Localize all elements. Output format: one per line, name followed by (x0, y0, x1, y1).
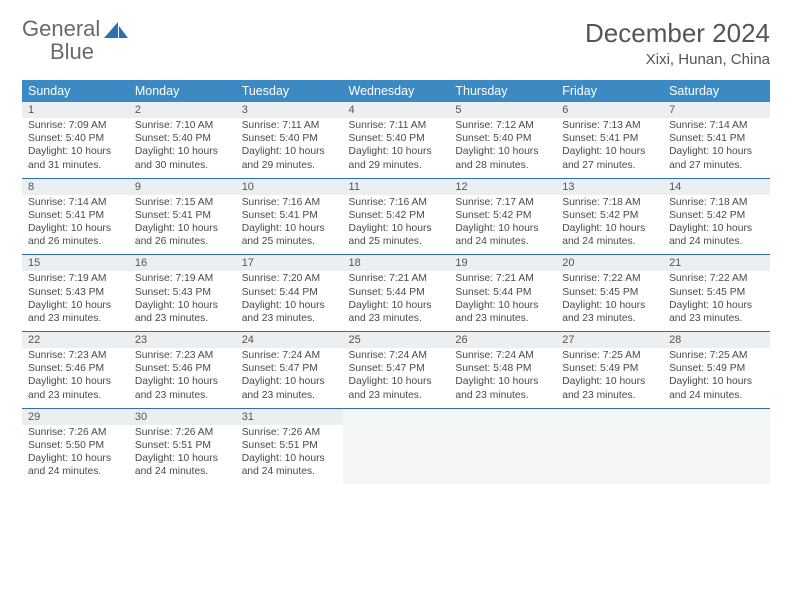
logo-text-general: General (22, 16, 100, 41)
day-info-cell: Sunrise: 7:25 AMSunset: 5:49 PMDaylight:… (663, 348, 770, 408)
day-info-row: Sunrise: 7:23 AMSunset: 5:46 PMDaylight:… (22, 348, 770, 408)
day-number-cell (556, 408, 663, 425)
day-info-cell: Sunrise: 7:25 AMSunset: 5:49 PMDaylight:… (556, 348, 663, 408)
day-info-row: Sunrise: 7:19 AMSunset: 5:43 PMDaylight:… (22, 271, 770, 331)
day-number-cell: 24 (236, 332, 343, 349)
day-number-cell (449, 408, 556, 425)
calendar-table: Sunday Monday Tuesday Wednesday Thursday… (22, 80, 770, 484)
day-info-row: Sunrise: 7:14 AMSunset: 5:41 PMDaylight:… (22, 195, 770, 255)
day-info-cell: Sunrise: 7:24 AMSunset: 5:48 PMDaylight:… (449, 348, 556, 408)
day-info-cell: Sunrise: 7:17 AMSunset: 5:42 PMDaylight:… (449, 195, 556, 255)
day-info-cell (556, 425, 663, 485)
day-number-cell: 20 (556, 255, 663, 272)
day-info-cell: Sunrise: 7:18 AMSunset: 5:42 PMDaylight:… (663, 195, 770, 255)
day-info-cell: Sunrise: 7:11 AMSunset: 5:40 PMDaylight:… (236, 118, 343, 178)
day-info-cell (449, 425, 556, 485)
day-info-cell (343, 425, 450, 485)
day-info-cell: Sunrise: 7:16 AMSunset: 5:41 PMDaylight:… (236, 195, 343, 255)
day-info-cell: Sunrise: 7:09 AMSunset: 5:40 PMDaylight:… (22, 118, 129, 178)
day-info-cell: Sunrise: 7:14 AMSunset: 5:41 PMDaylight:… (22, 195, 129, 255)
location-label: Xixi, Hunan, China (585, 51, 770, 68)
day-info-cell: Sunrise: 7:10 AMSunset: 5:40 PMDaylight:… (129, 118, 236, 178)
day-number-cell: 23 (129, 332, 236, 349)
day-number-cell: 14 (663, 178, 770, 195)
day-number-cell: 19 (449, 255, 556, 272)
day-number-row: 22232425262728 (22, 332, 770, 349)
day-number-cell: 29 (22, 408, 129, 425)
weekday-header-row: Sunday Monday Tuesday Wednesday Thursday… (22, 80, 770, 102)
day-number-cell: 26 (449, 332, 556, 349)
day-info-cell: Sunrise: 7:19 AMSunset: 5:43 PMDaylight:… (129, 271, 236, 331)
day-number-cell: 25 (343, 332, 450, 349)
day-number-cell (343, 408, 450, 425)
day-number-cell: 17 (236, 255, 343, 272)
day-info-cell: Sunrise: 7:15 AMSunset: 5:41 PMDaylight:… (129, 195, 236, 255)
day-info-cell: Sunrise: 7:14 AMSunset: 5:41 PMDaylight:… (663, 118, 770, 178)
day-number-cell: 10 (236, 178, 343, 195)
day-number-cell: 6 (556, 102, 663, 118)
day-info-cell: Sunrise: 7:26 AMSunset: 5:50 PMDaylight:… (22, 425, 129, 485)
day-number-cell: 1 (22, 102, 129, 118)
logo-text-blue: Blue (50, 39, 94, 64)
day-number-cell: 7 (663, 102, 770, 118)
weekday-header: Tuesday (236, 80, 343, 102)
page-title: December 2024 (585, 18, 770, 49)
day-number-cell: 8 (22, 178, 129, 195)
day-info-row: Sunrise: 7:09 AMSunset: 5:40 PMDaylight:… (22, 118, 770, 178)
day-info-cell: Sunrise: 7:24 AMSunset: 5:47 PMDaylight:… (343, 348, 450, 408)
day-info-cell: Sunrise: 7:22 AMSunset: 5:45 PMDaylight:… (663, 271, 770, 331)
day-info-cell: Sunrise: 7:21 AMSunset: 5:44 PMDaylight:… (343, 271, 450, 331)
day-number-cell (663, 408, 770, 425)
day-info-cell: Sunrise: 7:26 AMSunset: 5:51 PMDaylight:… (129, 425, 236, 485)
logo: General Blue (22, 18, 130, 64)
day-number-cell: 27 (556, 332, 663, 349)
weekday-header: Monday (129, 80, 236, 102)
day-number-cell: 28 (663, 332, 770, 349)
day-number-cell: 22 (22, 332, 129, 349)
day-info-cell: Sunrise: 7:21 AMSunset: 5:44 PMDaylight:… (449, 271, 556, 331)
day-number-cell: 13 (556, 178, 663, 195)
day-number-cell: 11 (343, 178, 450, 195)
weekday-header: Thursday (449, 80, 556, 102)
day-number-cell: 15 (22, 255, 129, 272)
day-info-cell: Sunrise: 7:18 AMSunset: 5:42 PMDaylight:… (556, 195, 663, 255)
weekday-header: Friday (556, 80, 663, 102)
day-info-cell: Sunrise: 7:12 AMSunset: 5:40 PMDaylight:… (449, 118, 556, 178)
day-info-cell (663, 425, 770, 485)
day-info-cell: Sunrise: 7:23 AMSunset: 5:46 PMDaylight:… (22, 348, 129, 408)
day-info-cell: Sunrise: 7:20 AMSunset: 5:44 PMDaylight:… (236, 271, 343, 331)
day-number-cell: 2 (129, 102, 236, 118)
day-number-cell: 3 (236, 102, 343, 118)
day-number-cell: 18 (343, 255, 450, 272)
day-info-cell: Sunrise: 7:13 AMSunset: 5:41 PMDaylight:… (556, 118, 663, 178)
title-block: December 2024 Xixi, Hunan, China (585, 18, 770, 68)
weekday-header: Saturday (663, 80, 770, 102)
day-number-cell: 4 (343, 102, 450, 118)
sail-icon (102, 20, 130, 47)
day-number-cell: 12 (449, 178, 556, 195)
day-info-cell: Sunrise: 7:24 AMSunset: 5:47 PMDaylight:… (236, 348, 343, 408)
day-info-cell: Sunrise: 7:22 AMSunset: 5:45 PMDaylight:… (556, 271, 663, 331)
day-number-cell: 30 (129, 408, 236, 425)
day-info-cell: Sunrise: 7:26 AMSunset: 5:51 PMDaylight:… (236, 425, 343, 485)
day-number-row: 15161718192021 (22, 255, 770, 272)
day-number-cell: 21 (663, 255, 770, 272)
day-number-row: 1234567 (22, 102, 770, 118)
day-number-row: 891011121314 (22, 178, 770, 195)
day-number-cell: 16 (129, 255, 236, 272)
weekday-header: Wednesday (343, 80, 450, 102)
day-number-row: 293031 (22, 408, 770, 425)
weekday-header: Sunday (22, 80, 129, 102)
day-info-row: Sunrise: 7:26 AMSunset: 5:50 PMDaylight:… (22, 425, 770, 485)
day-info-cell: Sunrise: 7:23 AMSunset: 5:46 PMDaylight:… (129, 348, 236, 408)
day-number-cell: 9 (129, 178, 236, 195)
day-info-cell: Sunrise: 7:11 AMSunset: 5:40 PMDaylight:… (343, 118, 450, 178)
day-number-cell: 5 (449, 102, 556, 118)
page-header: General Blue December 2024 Xixi, Hunan, … (22, 18, 770, 68)
day-info-cell: Sunrise: 7:19 AMSunset: 5:43 PMDaylight:… (22, 271, 129, 331)
day-info-cell: Sunrise: 7:16 AMSunset: 5:42 PMDaylight:… (343, 195, 450, 255)
day-number-cell: 31 (236, 408, 343, 425)
